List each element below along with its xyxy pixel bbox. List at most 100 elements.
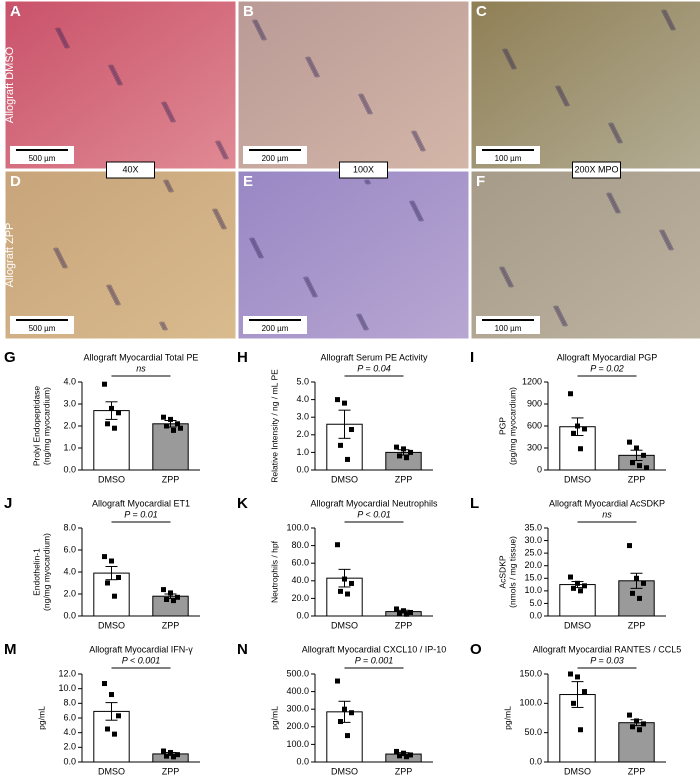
nucleus (169, 117, 175, 121)
nucleus (54, 249, 60, 253)
panel-letter: M (4, 641, 17, 658)
nucleus (221, 152, 227, 156)
nucleus (615, 136, 621, 140)
nucleus (503, 50, 509, 54)
y-tick-label: 4.0 (63, 566, 76, 576)
y-tick-label: 6.0 (63, 544, 76, 554)
data-point (637, 595, 642, 601)
data-point (404, 754, 409, 760)
data-point (408, 609, 413, 615)
data-point (630, 724, 635, 730)
data-point (575, 423, 580, 429)
data-point (109, 558, 114, 564)
nucleus (668, 247, 674, 251)
y-axis-label: (pg/mg myocardium) (507, 387, 517, 465)
data-point (338, 588, 343, 594)
panel-letter: O (470, 641, 482, 658)
nucleus (112, 296, 118, 300)
nucleus (505, 54, 511, 58)
nucleus (557, 89, 563, 93)
nucleus (57, 255, 63, 259)
x-tick-label: ZPP (162, 474, 180, 484)
nucleus (115, 302, 121, 306)
nucleus (111, 70, 117, 74)
data-point (627, 439, 632, 445)
nucleus (110, 68, 116, 72)
y-tick-label: 2.0 (63, 420, 76, 430)
x-tick-label: ZPP (395, 620, 413, 630)
y-tick-label: 4.0 (63, 376, 76, 386)
nucleus (560, 319, 566, 323)
y-axis-label: PGP (497, 417, 507, 435)
significance-label: P = 0.04 (357, 363, 390, 373)
y-tick-label: 10.0 (524, 585, 542, 595)
error-bar (571, 681, 584, 708)
nucleus (409, 200, 415, 204)
data-point (164, 597, 169, 602)
nucleus (668, 23, 674, 27)
nucleus (358, 317, 364, 321)
nucleus (59, 259, 65, 263)
nucleus (410, 202, 416, 206)
chart-title: Allograft Myocardial IFN-γ (89, 644, 193, 654)
x-tick-label: DMSO (564, 766, 591, 776)
nucleus (666, 243, 672, 247)
y-tick-label: 35.0 (524, 522, 542, 532)
y-tick-label: 8.0 (63, 522, 76, 532)
nucleus (503, 274, 509, 278)
nucleus (504, 52, 510, 56)
row-label: Allograft DMSO (4, 46, 16, 123)
nucleus (558, 91, 564, 95)
nucleus (412, 132, 418, 136)
nucleus (222, 154, 228, 158)
nucleus (114, 300, 120, 304)
panel-letter: A (10, 3, 21, 20)
nucleus (611, 202, 617, 206)
y-tick-label: 0.0 (296, 756, 309, 766)
data-point (401, 750, 406, 756)
x-tick-label: DMSO (331, 766, 358, 776)
panel-letter: E (243, 173, 253, 190)
data-point (168, 416, 173, 422)
data-point (582, 689, 587, 695)
nucleus (254, 247, 260, 251)
y-axis-label: Endothelin-1 (31, 548, 41, 596)
y-tick-label: 40.0 (291, 575, 309, 585)
micrograph (4, 170, 237, 340)
nucleus (213, 210, 219, 214)
chart-title: Allograft Myocardial RANTES / CCL5 (533, 644, 682, 654)
y-tick-label: 20.0 (524, 560, 542, 570)
nucleus (663, 13, 669, 17)
nucleus (261, 37, 267, 41)
nucleus (506, 280, 512, 284)
y-tick-label: 100.0 (286, 522, 309, 532)
nucleus (554, 307, 560, 311)
nucleus (606, 192, 612, 196)
y-axis-label: (nmols / mg tissue) (507, 536, 517, 608)
scale-label: 100 µm (495, 324, 522, 333)
x-tick-label: ZPP (395, 474, 413, 484)
nucleus (413, 208, 419, 212)
y-tick-label: 50.0 (524, 727, 542, 737)
nucleus (117, 82, 123, 86)
nucleus (562, 323, 568, 327)
y-tick-label: 0.0 (529, 610, 542, 620)
y-tick-label: 60.0 (291, 558, 309, 568)
nucleus (660, 231, 666, 235)
x-tick-label: DMSO (331, 620, 358, 630)
nucleus (170, 119, 176, 123)
bar (152, 423, 189, 471)
nucleus (612, 204, 618, 208)
data-point (568, 574, 573, 580)
nucleus (221, 226, 227, 230)
data-point (342, 400, 347, 406)
nucleus (249, 237, 255, 241)
nucleus (665, 17, 671, 21)
nucleus (363, 103, 369, 107)
data-point (630, 460, 635, 466)
panel-letter: L (470, 495, 479, 512)
nucleus (257, 253, 263, 257)
data-point (335, 678, 340, 684)
